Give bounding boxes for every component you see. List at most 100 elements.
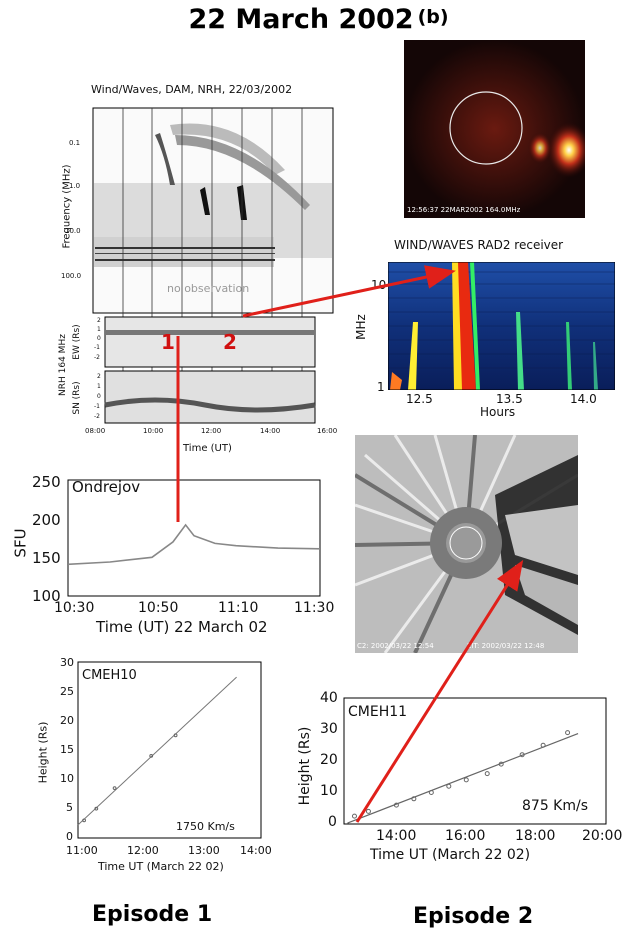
cmeh11-chart: CMEH11 Height (Rs) 875 Km/s 40 30 20 10 … xyxy=(290,688,630,873)
rad2-xlabel: Hours xyxy=(480,405,516,419)
rad2-ytick: 1 xyxy=(377,380,385,394)
cmeh10-ytick: 0 xyxy=(66,830,73,843)
ew-tick: -2 xyxy=(94,354,100,361)
nrh-image: 12:56:37 22MAR2002 164.0MHz xyxy=(404,40,585,218)
ew-label: EW (Rs) xyxy=(72,324,82,360)
ew-tick: 2 xyxy=(97,317,101,324)
ew-tick: -1 xyxy=(94,344,100,351)
marker-2: 2 xyxy=(223,330,237,354)
sn-tick: 1 xyxy=(97,383,101,390)
ondrejov-xlabel: Time (UT) 22 March 02 xyxy=(96,618,268,636)
marker-1: 1 xyxy=(161,330,175,354)
cmeh10-ytick: 10 xyxy=(60,772,74,785)
cmeh11-ytick: 20 xyxy=(320,752,338,768)
cmeh10-ytick: 25 xyxy=(60,685,74,698)
dynspec-xlabel: Time (UT) xyxy=(183,443,232,454)
lasco-image: C2: 2002/03/22 12:54 EIT: 2002/03/22 12:… xyxy=(355,435,578,653)
episode1-label: Episode 1 xyxy=(92,902,213,927)
cmeh10-point xyxy=(173,733,178,738)
cmeh11-svg xyxy=(343,697,607,825)
cmeh11-xtick: 14:00 xyxy=(376,828,417,844)
dynspec-ytick: 10.0 xyxy=(65,227,81,235)
ondrejov-xtick: 11:30 xyxy=(294,600,335,616)
cmeh10-xlabel: Time UT (March 22 02) xyxy=(98,860,224,873)
dynspec-ylabel: Frequency (MHz) xyxy=(61,164,73,249)
rad2-svg xyxy=(388,262,615,390)
cmeh10-ylabel: Height (Rs) xyxy=(36,721,50,784)
dynspec-xtick: 12:00 xyxy=(201,427,222,435)
cmeh11-speed: 875 Km/s xyxy=(522,798,589,814)
rad2-xtick: 12.5 xyxy=(406,392,433,406)
dynspec-ytick: 1.0 xyxy=(69,182,81,190)
sn-label: SN (Rs) xyxy=(72,381,82,415)
cmeh10-name: CMEH10 xyxy=(82,668,137,683)
cmeh10-xtick: 12:00 xyxy=(127,844,159,857)
cmeh11-name: CMEH11 xyxy=(348,704,408,720)
nrh-image-svg xyxy=(404,40,585,218)
cmeh11-ytick: 30 xyxy=(320,721,338,737)
cmeh11-ytick: 0 xyxy=(328,814,337,830)
sn-tick: 0 xyxy=(97,393,101,400)
cmeh11-xtick: 18:00 xyxy=(515,828,556,844)
cmeh10-ytick: 15 xyxy=(60,743,74,756)
cmeh11-xtick: 16:00 xyxy=(445,828,486,844)
dynspec-xtick: 14:00 xyxy=(260,427,281,435)
ew-tick: 1 xyxy=(97,326,101,333)
ondrejov-ytick: 200 xyxy=(32,511,61,529)
cmeh10-xtick: 14:00 xyxy=(240,844,272,857)
cmeh10-svg xyxy=(77,661,262,839)
dynspec-xtick: 10:00 xyxy=(143,427,164,435)
dynspec-xtick: 08:00 xyxy=(85,427,106,435)
dynspec-title: Wind/Waves, DAM, NRH, 22/03/2002 xyxy=(91,83,293,96)
ondrejov-svg xyxy=(67,479,321,597)
cmeh10-point xyxy=(112,786,117,791)
ondrejov-xtick: 11:10 xyxy=(218,600,259,616)
cmeh11-xtick: 20:00 xyxy=(582,828,623,844)
ondrejov-ylabel: SFU xyxy=(11,528,30,558)
ondrejov-xtick: 10:30 xyxy=(54,600,95,616)
cmeh11-ytick: 10 xyxy=(320,783,338,799)
rad2-xtick: 14.0 xyxy=(570,392,597,406)
no-observation-label: no observation xyxy=(167,282,250,295)
cmeh10-fit-line xyxy=(77,676,237,826)
rad2-figure: WIND/WAVES RAD2 receiver MHz 10 1 12.5 1… xyxy=(354,238,630,423)
panel-tag: (b) xyxy=(417,6,449,28)
ondrejov-ytick: 150 xyxy=(32,549,61,567)
cmeh10-xtick: 11:00 xyxy=(66,844,98,857)
ondrejov-name: Ondrejov xyxy=(72,478,141,496)
nrh-label: NRH 164 MHz xyxy=(58,334,68,396)
cmeh11-ytick: 40 xyxy=(320,690,338,706)
page-title-text: 22 March 2002 xyxy=(188,4,414,35)
rad2-title: WIND/WAVES RAD2 receiver xyxy=(394,238,564,252)
sn-tick: -2 xyxy=(94,413,100,420)
sn-tick: 2 xyxy=(97,373,101,380)
cmeh10-point xyxy=(82,818,86,823)
cmeh10-point xyxy=(94,806,99,811)
lasco-stamp-left: C2: 2002/03/22 12:54 xyxy=(357,642,434,650)
cmeh10-ytick: 30 xyxy=(60,656,74,669)
dynspec-ytick: 0.1 xyxy=(69,139,81,147)
ondrejov-ytick: 250 xyxy=(32,473,61,491)
cmeh10-point xyxy=(149,753,154,758)
dynspec-figure: Wind/Waves, DAM, NRH, 22/03/2002 xyxy=(55,75,345,465)
episode2-label: Episode 2 xyxy=(413,904,534,929)
ondrejov-xtick: 10:50 xyxy=(138,600,179,616)
cmeh10-chart: CMEH10 Height (Rs) 1750 Km/s 30 25 20 15… xyxy=(20,650,272,880)
lasco-image-svg xyxy=(355,435,578,653)
ondrejov-flux-line xyxy=(67,523,321,566)
cmeh10-xtick: 13:00 xyxy=(188,844,220,857)
cmeh10-ytick: 5 xyxy=(66,801,73,814)
cmeh11-point xyxy=(565,730,571,736)
rad2-ylabel: MHz xyxy=(353,314,368,340)
dynspec-xtick: 16:00 xyxy=(317,427,338,435)
rad2-ytick: 10 xyxy=(371,278,387,292)
cmeh11-ylabel: Height (Rs) xyxy=(297,726,313,806)
rad2-xtick: 13.5 xyxy=(496,392,523,406)
ondrejov-ytick: 100 xyxy=(32,587,61,605)
sn-tick: -1 xyxy=(94,403,100,410)
page-title: 22 March 2002 (b) xyxy=(0,4,637,35)
cmeh11-xlabel: Time UT (March 22 02) xyxy=(370,847,531,863)
cmeh11-point xyxy=(540,742,546,748)
ew-tick: 0 xyxy=(97,335,101,342)
ondrejov-chart: Ondrejov SFU 250 200 150 100 10:30 10:50… xyxy=(10,470,335,640)
